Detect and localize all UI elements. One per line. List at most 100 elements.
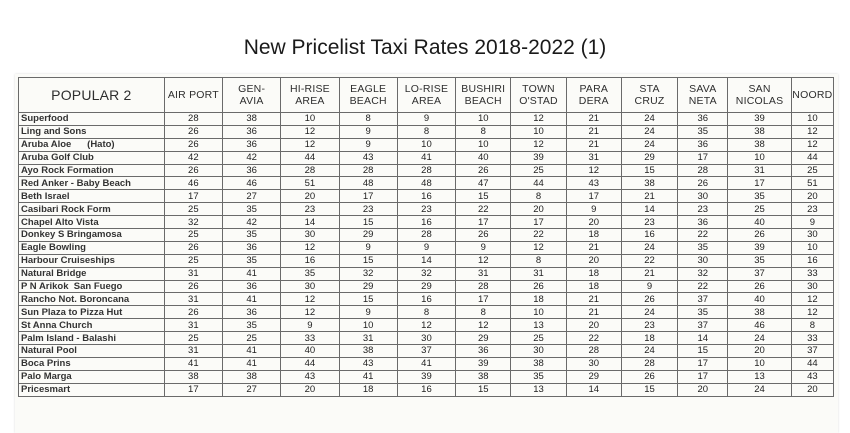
fare-cell: 9 <box>396 112 457 126</box>
fare-cell: 36 <box>221 279 282 294</box>
fare-cell: 20 <box>510 202 567 217</box>
fare-cell: 43 <box>565 176 622 191</box>
column-header-line: AREA <box>411 95 442 107</box>
fare-cell: 26 <box>455 163 512 178</box>
fare-cell: 21 <box>620 189 679 204</box>
fare-cell: 27 <box>221 189 282 204</box>
table-row: Sun Plaza to Pizza Hut 26 36 12 9 8 8 10 21 24 35 3… <box>18 305 835 320</box>
column-header: LO-RISE AREA <box>396 77 457 113</box>
fare-cell: 9 <box>565 202 622 217</box>
table-row: Boca Prins 41 41 44 43 41 39 38 30 28 17 10 44 <box>18 356 835 371</box>
fare-cell: 39 <box>396 369 457 384</box>
fare-cell: 9 <box>338 305 398 320</box>
column-header-line: HI-RISE <box>289 83 330 95</box>
fare-cell: 28 <box>565 344 622 358</box>
fare-cell: 15 <box>677 344 729 358</box>
fare-cell: 36 <box>221 240 282 255</box>
location-cell: St Anna Church <box>18 318 165 333</box>
fare-cell: 20 <box>565 253 622 268</box>
fare-cell: 16 <box>396 382 457 397</box>
table-row: Rancho Not. Boroncana 31 41 12 15 16 17 18 21 26 3… <box>18 292 835 307</box>
location-cell: Donkey S Bringamosa <box>18 228 165 242</box>
fare-cell: 42 <box>221 215 282 230</box>
fare-cell: 35 <box>677 305 729 320</box>
fare-cell: 23 <box>620 318 679 333</box>
fare-cell: 23 <box>396 202 457 217</box>
fare-cell: 12 <box>280 305 340 320</box>
fare-cell: 43 <box>338 356 398 371</box>
fare-cell: 33 <box>790 266 835 281</box>
fare-cell: 10 <box>396 137 457 152</box>
fare-cell: 40 <box>727 215 792 230</box>
fare-cell: 38 <box>620 176 679 191</box>
fare-cell: 16 <box>396 215 457 230</box>
fare-cell: 26 <box>163 163 223 178</box>
fare-cell: 8 <box>510 189 567 204</box>
fare-cell: 29 <box>338 279 398 294</box>
fare-cell: 22 <box>677 279 729 294</box>
fare-cell: 30 <box>280 228 340 242</box>
taxi-rates-table: POPULAR 2 AIR PORT GEN- AVIA HI-RISE AREA EAG… <box>18 77 835 397</box>
fare-cell: 24 <box>620 112 679 126</box>
column-header-line: TOWN <box>522 83 555 95</box>
column-header-line: BEACH <box>349 95 387 107</box>
fare-cell: 23 <box>620 215 679 230</box>
fare-cell: 17 <box>727 176 792 191</box>
fare-cell: 12 <box>455 253 512 268</box>
fare-cell: 31 <box>565 150 622 165</box>
fare-cell: 36 <box>455 344 512 358</box>
location-cell: Chapel Alto Vista <box>18 215 165 230</box>
fare-cell: 18 <box>565 279 622 294</box>
fare-cell: 9 <box>790 215 835 230</box>
fare-cell: 38 <box>163 369 223 384</box>
fare-cell: 46 <box>221 176 282 191</box>
fare-cell: 15 <box>338 253 398 268</box>
fare-cell: 13 <box>510 382 567 397</box>
table-row: Aruba Aloe (Hato) 26 36 12 9 10 10 12 21 24 36 38 12 <box>18 137 835 152</box>
fare-cell: 22 <box>565 331 622 346</box>
location-cell: P N Arikok San Fuego <box>18 279 165 294</box>
fare-cell: 9 <box>455 240 512 255</box>
fare-cell: 41 <box>163 356 223 371</box>
fare-cell: 23 <box>677 202 729 217</box>
fare-cell: 41 <box>338 369 398 384</box>
fare-cell: 15 <box>455 382 512 397</box>
fare-cell: 24 <box>727 382 792 397</box>
fare-cell: 16 <box>620 228 679 242</box>
fare-cell: 22 <box>620 253 679 268</box>
fare-cell: 41 <box>396 150 457 165</box>
fare-cell: 17 <box>455 215 512 230</box>
column-header-line: BEACH <box>464 95 502 107</box>
column-header-line: AVIA <box>239 95 264 107</box>
fare-cell: 24 <box>620 240 679 255</box>
fare-cell: 36 <box>221 305 282 320</box>
fare-cell: 35 <box>677 240 729 255</box>
fare-cell: 17 <box>565 189 622 204</box>
fare-cell: 16 <box>396 292 457 307</box>
fare-cell: 29 <box>565 369 622 384</box>
fare-cell: 8 <box>510 253 567 268</box>
column-header-line: LO-RISE <box>404 83 449 95</box>
corner-header: POPULAR 2 <box>18 77 165 113</box>
fare-cell: 31 <box>163 318 223 333</box>
fare-cell: 38 <box>221 369 282 384</box>
fare-cell: 28 <box>338 163 398 178</box>
header-row: POPULAR 2 AIR PORT GEN- AVIA HI-RISE AREA EAG… <box>18 77 835 113</box>
fare-cell: 44 <box>790 150 835 165</box>
location-cell: Natural Bridge <box>18 266 165 281</box>
fare-cell: 25 <box>510 163 567 178</box>
column-header-line: EAGLE <box>350 83 387 95</box>
fare-cell: 51 <box>280 176 340 191</box>
fare-cell: 23 <box>280 202 340 217</box>
fare-cell: 9 <box>620 279 679 294</box>
fare-cell: 21 <box>565 292 622 307</box>
fare-cell: 12 <box>455 318 512 333</box>
fare-cell: 30 <box>790 279 835 294</box>
table-row: Eagle Bowling 26 36 12 9 9 9 12 21 24 35 39 10 <box>18 240 835 255</box>
location-cell: Aruba Aloe (Hato) <box>18 137 165 152</box>
location-cell: Natural Pool <box>18 344 165 358</box>
fare-cell: 20 <box>565 215 622 230</box>
fare-cell: 24 <box>620 124 679 139</box>
fare-cell: 17 <box>677 369 729 384</box>
fare-cell: 31 <box>455 266 512 281</box>
